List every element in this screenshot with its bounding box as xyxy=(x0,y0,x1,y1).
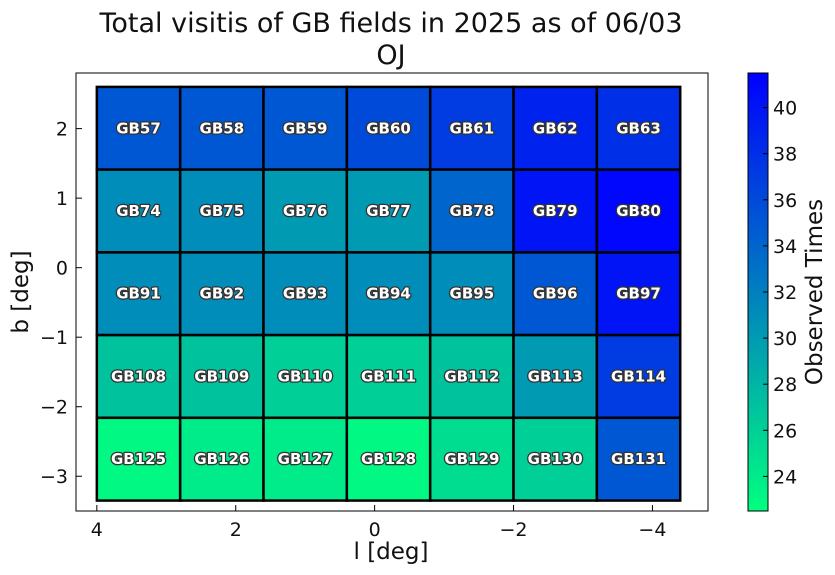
heatmap-cell xyxy=(178,85,265,171)
heatmap-cell xyxy=(262,251,349,337)
y-tick-label: −2 xyxy=(40,397,68,419)
colorbar-tick-label: 28 xyxy=(773,374,797,396)
cell-label: GB95 xyxy=(450,285,495,303)
cell-label: GB126 xyxy=(194,450,249,468)
colorbar-tick-label: 32 xyxy=(773,282,797,304)
heatmap-cell xyxy=(512,416,599,502)
cell-label: GB112 xyxy=(444,367,499,385)
x-axis-label: l [deg] xyxy=(354,539,429,565)
cell-label: GB79 xyxy=(533,202,578,220)
heatmap-cell xyxy=(428,168,515,254)
x-tick-label: 2 xyxy=(230,519,242,541)
heatmap-cell xyxy=(262,416,349,502)
heatmap-cell xyxy=(262,168,349,254)
x-tick-label: 0 xyxy=(369,519,381,541)
heatmap-cell xyxy=(595,416,682,502)
colorbar-tick-label: 40 xyxy=(773,98,797,120)
chart-subtitle: OJ xyxy=(376,40,405,71)
cell-label: GB80 xyxy=(616,202,661,220)
cell-label: GB114 xyxy=(611,367,666,385)
heatmap-cell xyxy=(512,333,599,420)
cell-label: GB108 xyxy=(111,367,166,385)
cell-label: GB127 xyxy=(278,450,333,468)
cell-label: GB97 xyxy=(616,285,661,303)
axis-ticks: 4 2 0 −2 −4 2 1 0 −1 −2 −3 xyxy=(40,119,666,541)
cell-label: GB129 xyxy=(444,450,499,468)
x-tick-label: −2 xyxy=(500,519,528,541)
cell-label: GB125 xyxy=(111,450,166,468)
cell-label: GB61 xyxy=(450,119,495,137)
heatmap-cell xyxy=(95,168,182,254)
cell-label: GB74 xyxy=(116,202,161,220)
cell-label: GB94 xyxy=(366,285,411,303)
cell-label: GB62 xyxy=(533,119,578,137)
colorbar-ticks: 24 26 28 30 32 34 36 38 40 xyxy=(763,98,797,488)
cell-label: GB92 xyxy=(200,285,245,303)
heatmap-cell xyxy=(595,251,682,337)
cell-label: GB63 xyxy=(616,119,661,137)
cell-label: GB58 xyxy=(200,119,245,137)
cell-label: GB76 xyxy=(283,202,328,220)
cell-label: GB59 xyxy=(283,119,328,137)
heatmap-cell xyxy=(178,251,265,337)
cell-label: GB78 xyxy=(450,202,495,220)
chart-title: Total visitis of GB fields in 2025 as of… xyxy=(98,8,682,39)
heatmap-cell xyxy=(95,416,182,502)
plot-frame xyxy=(75,72,709,512)
colorbar-tick-label: 38 xyxy=(773,144,797,166)
y-axis-label: b [deg] xyxy=(8,250,34,333)
x-tick-label: 4 xyxy=(91,519,103,541)
heatmap-cell xyxy=(512,251,599,337)
colorbar-tick-label: 26 xyxy=(773,420,797,442)
cell-label: GB109 xyxy=(194,367,249,385)
cell-label: GB110 xyxy=(278,367,333,385)
cell-label: GB77 xyxy=(366,202,411,220)
heatmap-cell xyxy=(178,333,265,420)
cell-label: GB131 xyxy=(611,450,666,468)
cell-label: GB130 xyxy=(528,450,583,468)
heatmap-cell xyxy=(95,333,182,420)
cell-label: GB128 xyxy=(361,450,416,468)
heatmap-cell xyxy=(512,85,599,171)
heatmap-cell xyxy=(428,251,515,337)
y-tick-label: 0 xyxy=(56,258,68,280)
y-tick-label: −3 xyxy=(40,466,68,488)
cell-label: GB57 xyxy=(116,119,161,137)
y-tick-label: 1 xyxy=(56,188,68,210)
heatmap-cells: GB57 GB58 GB59 GB60 GB61 GB62 GB63 GB74 GB75 GB76… xyxy=(95,85,682,502)
cell-label: GB113 xyxy=(528,367,583,385)
colorbar-tick-label: 30 xyxy=(773,328,797,350)
y-tick-label: 2 xyxy=(56,119,68,141)
cell-label: GB91 xyxy=(116,285,161,303)
colorbar-tick-label: 36 xyxy=(773,190,797,212)
cell-label: GB60 xyxy=(366,119,411,137)
x-tick-label: −4 xyxy=(638,519,666,541)
colorbar-tick-label: 24 xyxy=(773,466,797,488)
cell-label: GB111 xyxy=(361,367,416,385)
y-tick-label: −1 xyxy=(40,327,68,349)
cell-label: GB93 xyxy=(283,285,328,303)
heatmap-cell xyxy=(95,85,182,171)
colorbar-label: Observed Times xyxy=(802,199,828,385)
cell-label: GB75 xyxy=(200,202,245,220)
heatmap-cell xyxy=(595,168,682,254)
cell-label: GB96 xyxy=(533,285,578,303)
colorbar-tick-label: 34 xyxy=(773,236,797,258)
